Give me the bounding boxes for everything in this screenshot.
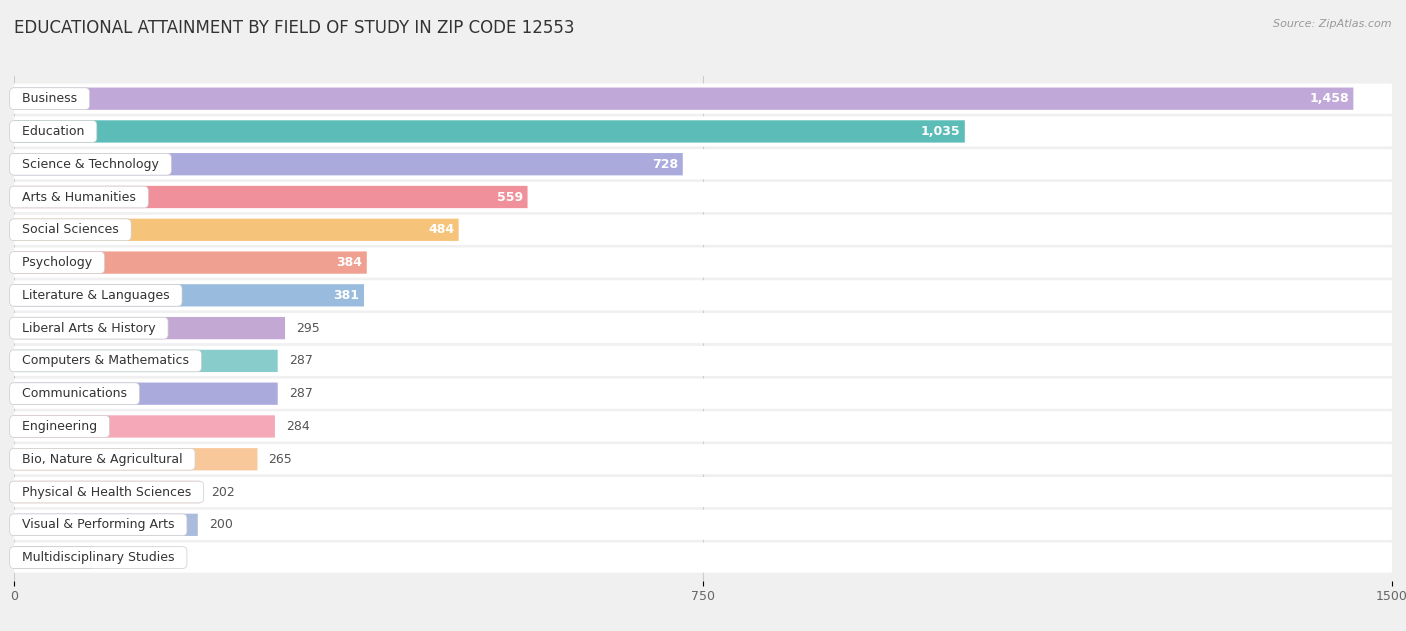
Text: 200: 200 (209, 518, 232, 531)
Text: 484: 484 (427, 223, 454, 236)
Text: 287: 287 (288, 355, 312, 367)
Text: 728: 728 (652, 158, 678, 171)
Text: Bio, Nature & Agricultural: Bio, Nature & Agricultural (14, 452, 191, 466)
FancyBboxPatch shape (14, 83, 1392, 114)
FancyBboxPatch shape (14, 543, 1392, 573)
FancyBboxPatch shape (14, 346, 1392, 376)
FancyBboxPatch shape (14, 284, 364, 307)
Text: Arts & Humanities: Arts & Humanities (14, 191, 143, 204)
Text: 381: 381 (333, 289, 360, 302)
Text: Social Sciences: Social Sciences (14, 223, 127, 236)
FancyBboxPatch shape (14, 215, 1392, 245)
Text: 384: 384 (336, 256, 363, 269)
Text: 86: 86 (104, 551, 120, 564)
Text: 265: 265 (269, 452, 292, 466)
Text: Physical & Health Sciences: Physical & Health Sciences (14, 485, 200, 498)
Text: 559: 559 (496, 191, 523, 204)
Text: 202: 202 (211, 485, 235, 498)
FancyBboxPatch shape (14, 481, 200, 503)
Text: Computers & Mathematics: Computers & Mathematics (14, 355, 197, 367)
FancyBboxPatch shape (14, 280, 1392, 310)
Text: EDUCATIONAL ATTAINMENT BY FIELD OF STUDY IN ZIP CODE 12553: EDUCATIONAL ATTAINMENT BY FIELD OF STUDY… (14, 19, 575, 37)
FancyBboxPatch shape (14, 182, 1392, 212)
FancyBboxPatch shape (14, 313, 1392, 343)
FancyBboxPatch shape (14, 317, 285, 339)
FancyBboxPatch shape (14, 448, 257, 470)
Text: Source: ZipAtlas.com: Source: ZipAtlas.com (1274, 19, 1392, 29)
Text: 1,035: 1,035 (921, 125, 960, 138)
FancyBboxPatch shape (14, 88, 1354, 110)
FancyBboxPatch shape (14, 382, 278, 405)
Text: Literature & Languages: Literature & Languages (14, 289, 177, 302)
Text: Science & Technology: Science & Technology (14, 158, 167, 171)
FancyBboxPatch shape (14, 411, 1392, 442)
FancyBboxPatch shape (14, 153, 683, 175)
Text: Psychology: Psychology (14, 256, 100, 269)
Text: Education: Education (14, 125, 93, 138)
FancyBboxPatch shape (14, 251, 367, 274)
FancyBboxPatch shape (14, 350, 278, 372)
FancyBboxPatch shape (14, 116, 1392, 146)
Text: Business: Business (14, 92, 86, 105)
FancyBboxPatch shape (14, 444, 1392, 475)
FancyBboxPatch shape (14, 121, 965, 143)
Text: Multidisciplinary Studies: Multidisciplinary Studies (14, 551, 183, 564)
FancyBboxPatch shape (14, 546, 93, 569)
FancyBboxPatch shape (14, 477, 1392, 507)
FancyBboxPatch shape (14, 415, 276, 438)
Text: Liberal Arts & History: Liberal Arts & History (14, 322, 163, 334)
FancyBboxPatch shape (14, 514, 198, 536)
FancyBboxPatch shape (14, 510, 1392, 540)
Text: 1,458: 1,458 (1309, 92, 1348, 105)
FancyBboxPatch shape (14, 379, 1392, 409)
FancyBboxPatch shape (14, 149, 1392, 179)
Text: Engineering: Engineering (14, 420, 105, 433)
Text: Visual & Performing Arts: Visual & Performing Arts (14, 518, 183, 531)
Text: 284: 284 (285, 420, 309, 433)
Text: 295: 295 (297, 322, 319, 334)
Text: 287: 287 (288, 387, 312, 400)
FancyBboxPatch shape (14, 218, 458, 241)
FancyBboxPatch shape (14, 186, 527, 208)
Text: Communications: Communications (14, 387, 135, 400)
FancyBboxPatch shape (14, 247, 1392, 278)
